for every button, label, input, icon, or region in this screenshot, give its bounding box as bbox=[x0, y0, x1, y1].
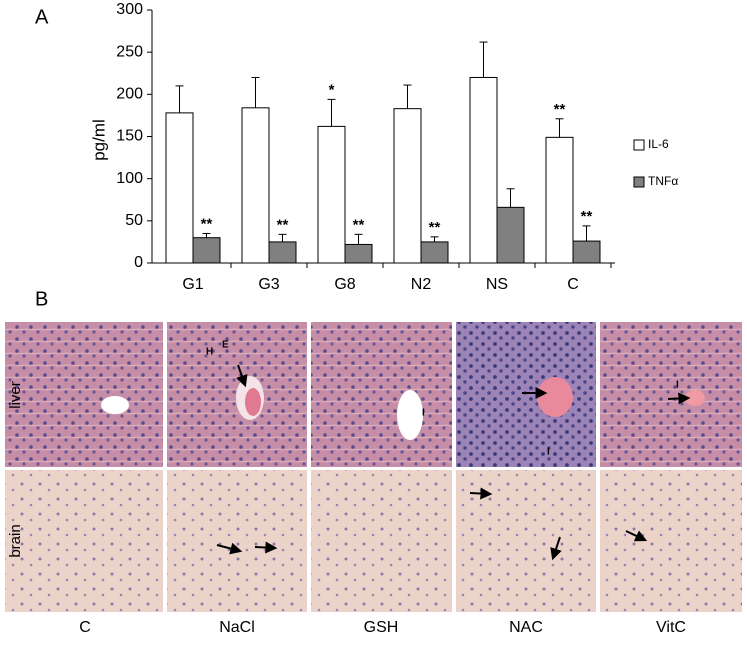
bar bbox=[344, 243, 373, 264]
bar bbox=[317, 125, 346, 264]
y-tick-label: 250 bbox=[116, 43, 143, 60]
y-tick-label: 100 bbox=[116, 170, 143, 187]
arrow bbox=[236, 364, 248, 388]
image-tile bbox=[456, 322, 596, 467]
image-tile bbox=[456, 470, 596, 612]
arrow bbox=[216, 542, 243, 555]
vessel bbox=[537, 377, 573, 417]
legend-swatch bbox=[633, 176, 645, 188]
column-label: C bbox=[79, 619, 91, 636]
x-tick-label: NS bbox=[486, 276, 508, 293]
histology-grid bbox=[5, 322, 742, 612]
image-tile bbox=[311, 470, 452, 612]
image-tile bbox=[600, 470, 742, 612]
arrow bbox=[469, 487, 493, 500]
significance-label: ** bbox=[429, 219, 441, 236]
image-tile bbox=[5, 322, 163, 467]
bar bbox=[420, 241, 449, 264]
row-label: brain bbox=[7, 524, 24, 557]
vessel bbox=[245, 388, 261, 416]
column-label: GSH bbox=[364, 619, 399, 636]
arrow bbox=[550, 536, 562, 561]
y-axis-label: pg/ml bbox=[89, 119, 108, 161]
x-tick-label: G8 bbox=[334, 276, 355, 293]
arrow bbox=[667, 392, 691, 405]
bar bbox=[241, 107, 270, 264]
image-annotation: I bbox=[422, 408, 425, 419]
x-tick-label: N2 bbox=[411, 276, 432, 293]
column-label: NaCl bbox=[219, 619, 255, 636]
image-annotation: I bbox=[676, 380, 679, 391]
column-label: VitC bbox=[656, 619, 686, 636]
vessel bbox=[101, 396, 129, 414]
image-tile bbox=[600, 322, 742, 467]
y-tick-label: 0 bbox=[134, 254, 143, 271]
column-label: NAC bbox=[509, 619, 543, 636]
row-label: liver bbox=[7, 381, 24, 409]
panel-label: A bbox=[35, 6, 49, 28]
bar bbox=[496, 206, 525, 264]
image-annotation: H bbox=[206, 347, 213, 358]
bar bbox=[469, 76, 498, 264]
bar bbox=[545, 136, 574, 264]
significance-label: * bbox=[329, 81, 335, 98]
vessel bbox=[397, 390, 423, 440]
legend-swatch bbox=[633, 139, 645, 151]
bar bbox=[393, 108, 422, 264]
legend-label: IL-6 bbox=[648, 137, 669, 151]
legend-label: TNFα bbox=[648, 174, 678, 188]
panel-label: B bbox=[35, 288, 48, 310]
significance-label: ** bbox=[353, 216, 365, 233]
y-tick-label: 50 bbox=[125, 212, 143, 229]
x-tick-label: C bbox=[567, 276, 579, 293]
significance-label: ** bbox=[581, 208, 593, 225]
significance-label: ** bbox=[554, 101, 566, 118]
x-tick-label: G1 bbox=[182, 276, 203, 293]
image-tile bbox=[167, 470, 307, 612]
image-tile bbox=[311, 322, 452, 467]
significance-label: ** bbox=[277, 216, 289, 233]
arrow bbox=[625, 530, 648, 542]
arrow bbox=[254, 541, 278, 554]
image-annotation: E bbox=[222, 340, 229, 351]
bar bbox=[165, 112, 194, 264]
image-annotation: I bbox=[547, 447, 550, 458]
bar bbox=[268, 241, 297, 264]
y-tick-label: 200 bbox=[116, 86, 143, 103]
bar bbox=[572, 240, 601, 264]
x-tick-label: G3 bbox=[258, 276, 279, 293]
bar bbox=[192, 237, 221, 264]
image-tile bbox=[5, 470, 163, 612]
y-tick-label: 300 bbox=[116, 1, 143, 18]
y-tick-label: 150 bbox=[116, 128, 143, 145]
significance-label: ** bbox=[201, 215, 213, 232]
